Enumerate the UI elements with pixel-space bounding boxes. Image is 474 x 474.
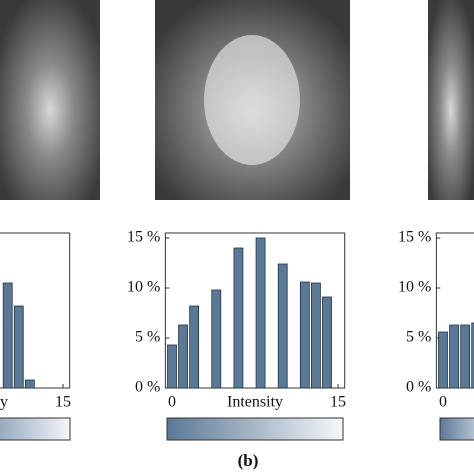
y-tick-label: 15 % — [127, 229, 160, 246]
colorbar — [166, 417, 344, 441]
x-axis-label: Intensity — [227, 394, 283, 411]
bar — [233, 247, 244, 389]
plot-frame — [435, 232, 474, 389]
colorbar — [0, 417, 71, 441]
bar — [299, 281, 310, 389]
bar — [449, 324, 459, 389]
y-tick-label: 10 % — [127, 279, 160, 296]
y-tick-label: 5 % — [135, 329, 160, 346]
plot-frame — [0, 232, 71, 389]
bar — [211, 289, 222, 389]
bar — [277, 263, 288, 389]
caption: (b) — [238, 451, 259, 470]
image-left — [0, 0, 100, 200]
bar — [167, 344, 177, 389]
bar — [24, 379, 35, 389]
image-right — [428, 0, 474, 200]
image-detail — [204, 35, 300, 165]
x-tick-label: 0 — [439, 394, 447, 411]
plot-frame — [164, 232, 346, 389]
bar — [460, 324, 471, 389]
bar — [13, 305, 24, 389]
bar — [178, 324, 188, 389]
y-tick-label: 15 % — [398, 229, 431, 246]
y-tick-label: 10 % — [398, 279, 431, 296]
x-tick-label: 15 — [330, 394, 346, 411]
colorbar — [439, 417, 474, 441]
x-axis-label: Intensity — [0, 394, 8, 411]
x-tick-label: 0 — [168, 394, 176, 411]
bar — [471, 322, 474, 389]
x-tick-label: 15 — [55, 394, 71, 411]
y-tick-label: 5 % — [406, 329, 431, 346]
bar — [322, 296, 332, 389]
y-tick-label: 0 % — [406, 379, 431, 396]
bar — [189, 305, 200, 389]
bar — [2, 282, 13, 389]
y-tick-label: 0 % — [135, 379, 160, 396]
bar — [311, 282, 321, 389]
bar — [438, 331, 448, 389]
bar — [255, 237, 266, 389]
